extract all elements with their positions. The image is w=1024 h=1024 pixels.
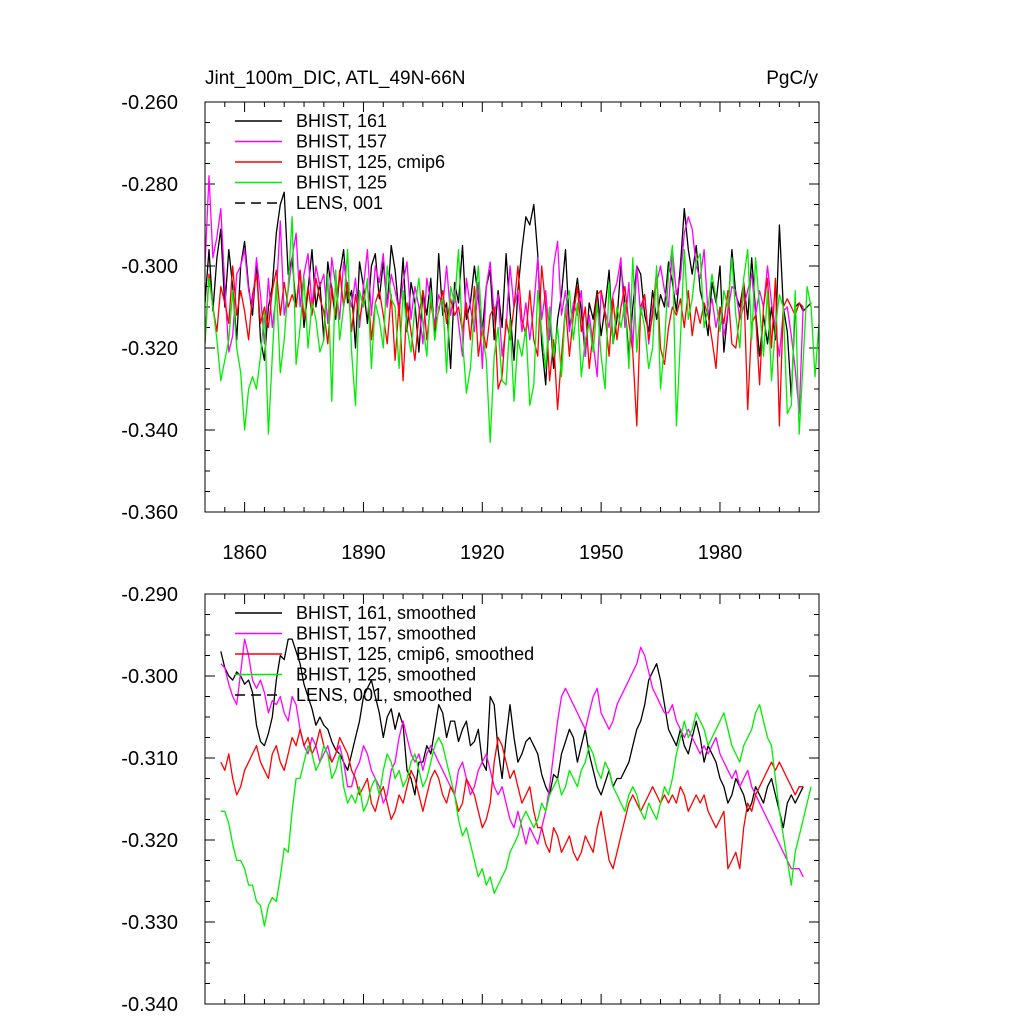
- y-tick-label: -0.300: [121, 256, 178, 278]
- series-line-bhist-125: [205, 216, 819, 443]
- x-tick-label: 1920: [460, 542, 505, 564]
- series-line-bhist-161-smoothed: [220, 638, 804, 829]
- legend-label: BHIST, 157: [296, 132, 387, 152]
- y-tick-label: -0.310: [121, 748, 178, 770]
- plot-frame: [204, 101, 820, 513]
- series-group: [220, 638, 812, 927]
- y-tick-label: -0.280: [121, 174, 178, 196]
- x-tick-labels: 1860 1890 1920 1950 1980: [222, 542, 742, 564]
- series-line-bhist-157-smoothed: [220, 638, 804, 878]
- y-tick-labels: -0.340 -0.330 -0.320 -0.310 -0.300 -0.290: [121, 584, 178, 1016]
- y-tick-label: -0.300: [121, 666, 178, 688]
- y-tick-label: -0.290: [121, 584, 178, 606]
- series-line-bhist-125-cmip6-smoothed: [220, 728, 804, 870]
- legend-label: LENS, 001, smoothed: [296, 685, 472, 705]
- series-line-bhist-125-smoothed: [220, 704, 812, 927]
- x-tick-label: 1980: [698, 542, 743, 564]
- legend-label: BHIST, 125: [296, 173, 387, 193]
- y-tick-label: -0.360: [121, 502, 178, 524]
- x-tick-label: 1950: [579, 542, 624, 564]
- legend-label: BHIST, 161, smoothed: [296, 603, 476, 623]
- legend-label: BHIST, 125, smoothed: [296, 665, 476, 685]
- y-tick-label: -0.320: [121, 830, 178, 852]
- y-tick-label: -0.320: [121, 338, 178, 360]
- top-panel: Jint_100m_DIC, ATL_49N-66N PgC/y -0.360-…: [121, 68, 820, 564]
- y-tick-label: -0.330: [121, 912, 178, 934]
- x-tick-label: 1890: [341, 542, 386, 564]
- series-group: [205, 175, 819, 443]
- y-tick-label: -0.260: [121, 92, 178, 114]
- legend-label: BHIST, 125, cmip6: [296, 152, 445, 172]
- legend-label: BHIST, 125, cmip6, smoothed: [296, 644, 534, 664]
- legend-label: LENS, 001: [296, 193, 383, 213]
- legend-label: BHIST, 161: [296, 111, 387, 131]
- axis-ticks: [204, 101, 820, 513]
- units-label: PgC/y: [766, 68, 818, 89]
- plot-frame: [204, 593, 820, 1005]
- y-tick-label: -0.340: [121, 994, 178, 1016]
- bottom-panel: -0.340 -0.330 -0.320 -0.310 -0.300 -0.290 BHI…: [121, 584, 820, 1016]
- y-tick-label: -0.340: [121, 420, 178, 442]
- axis-ticks: [204, 593, 820, 1005]
- x-tick-label: 1860: [222, 542, 267, 564]
- chart-title: Jint_100m_DIC, ATL_49N-66N: [205, 68, 466, 89]
- legend-label: BHIST, 157, smoothed: [296, 624, 476, 644]
- y-tick-labels: -0.360 -0.340 -0.320 -0.300 -0.280 -0.260: [121, 92, 178, 524]
